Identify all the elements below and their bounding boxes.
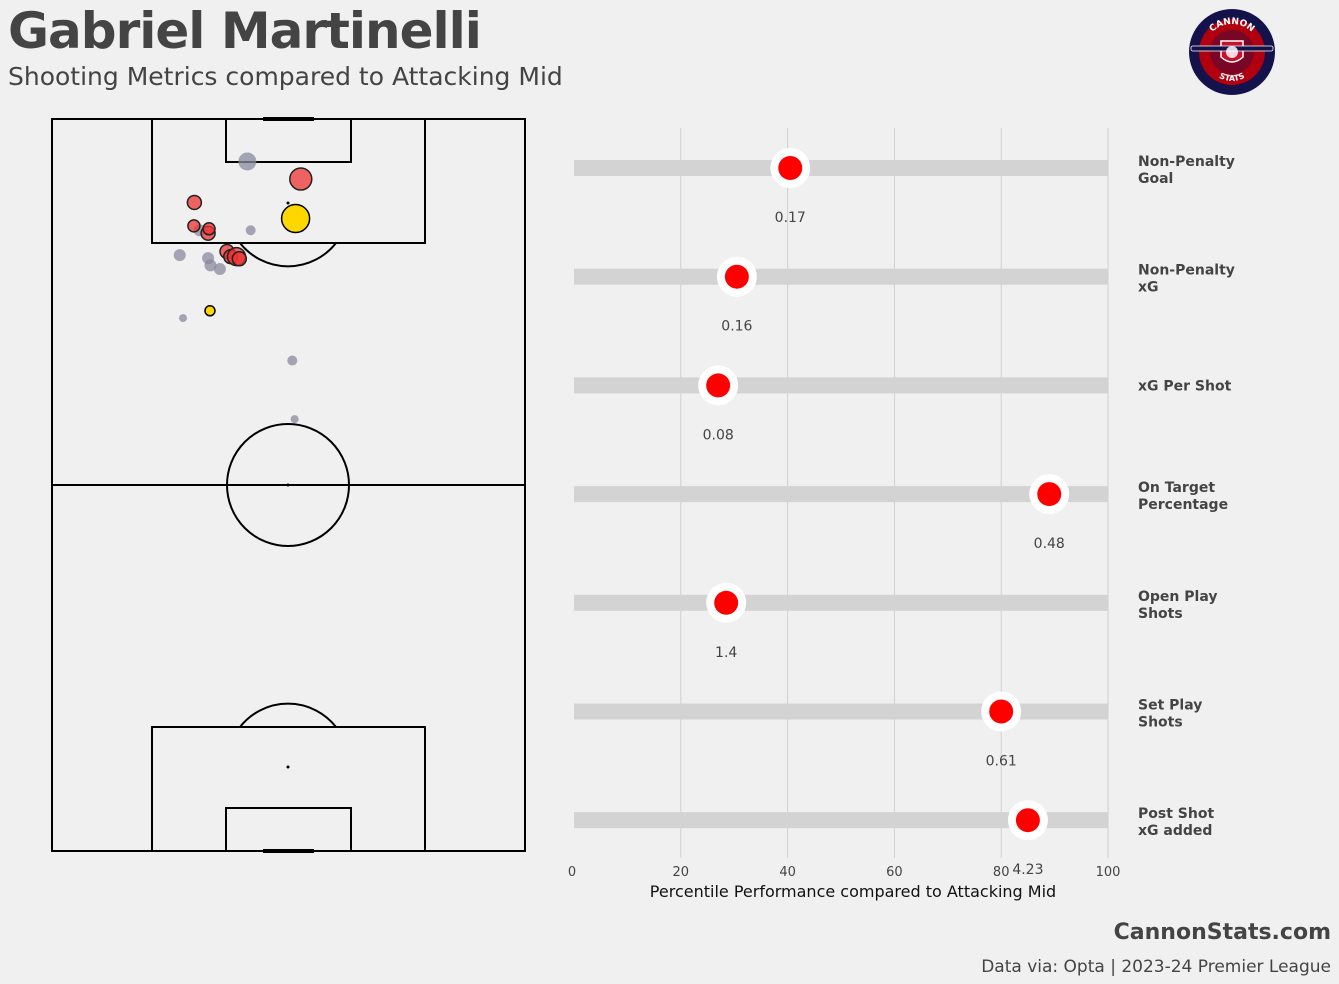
shot-goal (280, 203, 311, 234)
x-axis-label: Percentile Performance compared to Attac… (650, 882, 1056, 901)
metric-track (574, 703, 1108, 720)
shot-other (173, 249, 186, 262)
metric-name-label-line2: Shots (1138, 606, 1183, 622)
metric-value-label: 4.23 (1012, 862, 1043, 878)
metric-name-label: Set Play (1138, 698, 1202, 714)
metric-track (574, 812, 1108, 829)
shot-other (213, 263, 226, 276)
metric-name-label: xG Per Shot (1138, 378, 1232, 394)
shot-map-pitch (51, 117, 526, 853)
shot-on-target (289, 167, 313, 191)
metric-name-label-line2: Percentage (1138, 497, 1228, 513)
cannon-shield-icon (1190, 40, 1274, 63)
metric-marker (1015, 808, 1040, 833)
metric-marker (714, 590, 739, 615)
shot-other (245, 225, 256, 236)
metric-name-label-line2: xG added (1138, 823, 1212, 839)
metric-name-label: Post Shot (1138, 806, 1214, 822)
shot-on-target (202, 222, 216, 236)
metric-track (574, 160, 1108, 176)
x-tick-label: 0 (568, 865, 576, 880)
metric-value-label: 0.48 (1034, 536, 1065, 552)
chart-labels: 0.17Non-PenaltyGoal0.16Non-PenaltyxG0.08… (703, 154, 1235, 878)
metric-value-label: 0.08 (703, 427, 734, 443)
metric-name-label: On Target (1138, 480, 1215, 496)
chart-tracks (574, 160, 1108, 829)
center-spot (286, 483, 290, 487)
brand-label: CannonStats.com (1113, 920, 1331, 945)
shot-markers (173, 152, 313, 424)
metric-value-label: 0.16 (721, 319, 752, 335)
metric-value-label: 0.61 (986, 754, 1017, 770)
svg-text:STATS: STATS (1218, 71, 1246, 83)
metric-name-label: Non-Penalty (1138, 263, 1235, 279)
chart-markers (698, 148, 1070, 841)
metric-marker (989, 699, 1014, 724)
metric-name-label: Open Play (1138, 589, 1217, 605)
x-axis-ticks: 0 20 40 60 80 100 (568, 865, 1121, 880)
shot-on-target (187, 219, 201, 233)
x-tick-label: 20 (673, 865, 690, 880)
metric-name-label-line2: xG (1138, 280, 1159, 296)
metric-name-label-line2: Shots (1138, 715, 1183, 731)
x-tick-label: 100 (1096, 865, 1121, 880)
metric-marker (1037, 482, 1062, 507)
shot-other (238, 152, 257, 171)
page-title: Gabriel Martinelli (8, 2, 482, 60)
shot-other (290, 415, 299, 424)
shot-on-target (186, 194, 203, 211)
shot-other (204, 259, 217, 272)
bottom-penalty-spot (286, 765, 290, 769)
cannon-stats-logo: CANNON STATS (1189, 9, 1275, 95)
center-circle (226, 423, 350, 547)
metric-track (574, 268, 1108, 285)
metric-marker (778, 156, 803, 180)
shot-other (287, 355, 298, 366)
metric-name-label-line2: Goal (1138, 171, 1173, 187)
bottom-penalty-arc (239, 702, 337, 728)
shot-on-target (231, 251, 248, 267)
x-tick-label: 80 (993, 865, 1010, 880)
x-tick-label: 60 (886, 865, 903, 880)
metric-track (574, 377, 1108, 394)
metric-track (574, 486, 1108, 503)
x-tick-label: 40 (779, 865, 796, 880)
metric-value-label: 0.17 (775, 210, 806, 226)
page-subtitle: Shooting Metrics compared to Attacking M… (8, 62, 563, 91)
logo-bottom-text: STATS (1218, 71, 1246, 83)
metric-marker (706, 373, 731, 398)
top-penalty-spot (286, 201, 290, 205)
data-source-label: Data via: Opta | 2023-24 Premier League (981, 957, 1331, 977)
metric-marker (724, 264, 749, 289)
metric-value-label: 1.4 (715, 645, 737, 661)
metric-track (574, 594, 1108, 611)
shot-goal (204, 305, 216, 317)
metric-name-label: Non-Penalty (1138, 154, 1235, 170)
shot-other (179, 314, 188, 323)
top-penalty-arc (239, 242, 337, 268)
percentile-chart: 0.17Non-PenaltyGoal0.16Non-PenaltyxG0.08… (568, 128, 1235, 901)
